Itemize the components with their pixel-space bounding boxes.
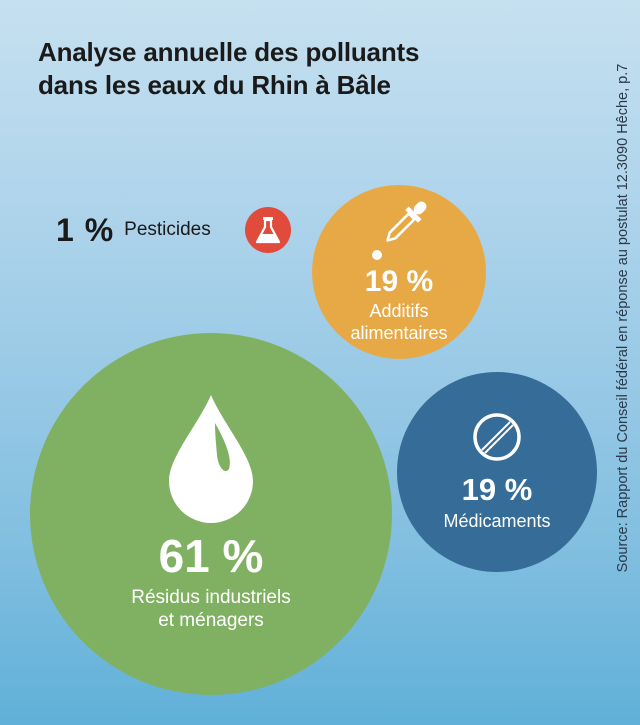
drop-icon [169, 395, 253, 524]
residus-value: 61 % [158, 530, 264, 583]
medicaments-value: 19 % [461, 471, 533, 507]
medicaments-label: Médicaments [443, 510, 551, 531]
bubble-additifs: 19 % Additifs alimentaires [312, 185, 486, 359]
source-note: Source: Rapport du Conseil fédéral en ré… [615, 63, 631, 573]
bubble-residus: 61 % Résidus industriels et ménagers [30, 333, 392, 695]
additifs-label-line-2: alimentaires [350, 323, 448, 343]
title-line-2: dans les eaux du Rhin à Bâle [38, 70, 391, 100]
pesticides-value: 1 % [56, 211, 115, 248]
title-line-1: Analyse annuelle des polluants [38, 37, 420, 67]
additifs-label-line-1: Additifs [369, 301, 429, 322]
bubble-medicaments: 19 % Médicaments [397, 372, 597, 572]
flask-icon [255, 217, 281, 244]
pill-icon [473, 412, 521, 461]
residus-label: Résidus industriels et ménagers [131, 587, 290, 633]
dropper-icon [372, 201, 427, 261]
pesticides-badge [245, 207, 291, 253]
additifs-value: 19 % [364, 265, 434, 299]
pesticides-item: 1 % Pesticides [56, 208, 211, 252]
residus-label-line-1: Résidus industriels [131, 587, 291, 609]
additifs-label: Additifs alimentaires [350, 301, 447, 344]
residus-label-line-2: et ménagers [158, 610, 264, 631]
chart-title: Analyse annuelle des polluants dans les … [38, 36, 419, 102]
pesticides-label: Pesticides [124, 219, 211, 240]
